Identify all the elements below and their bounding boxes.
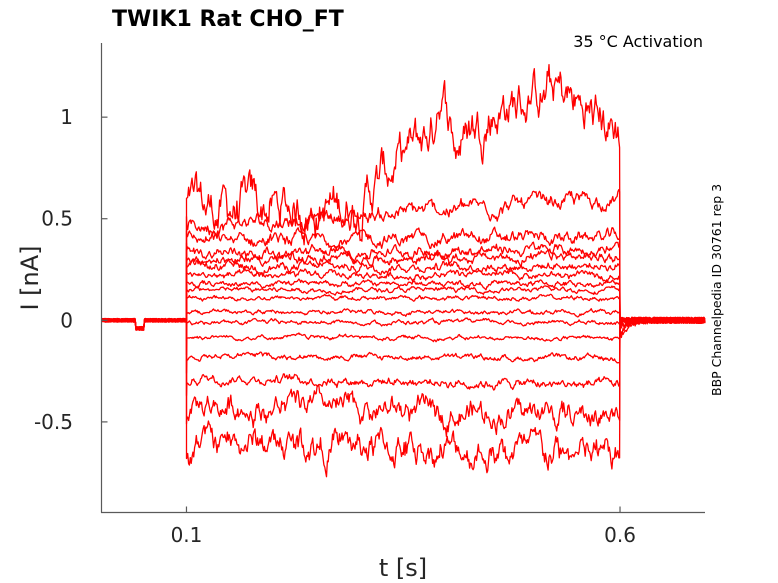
trace-2	[101, 189, 706, 331]
y-tick-label: -0.5	[34, 410, 73, 434]
y-ticks: 1 0.5 0 -0.5	[34, 105, 108, 434]
condition-annotation: 35 °C Activation	[573, 32, 703, 51]
trace-13	[101, 316, 706, 356]
traces-group	[100, 64, 706, 478]
trace-16	[101, 316, 706, 438]
y-axis-label: I [nA]	[16, 245, 44, 310]
trace-3	[100, 226, 706, 331]
trace-8	[101, 272, 706, 331]
trace-1	[100, 64, 706, 331]
trace-9	[100, 279, 706, 331]
trace-6	[101, 256, 706, 331]
trace-11	[100, 301, 706, 331]
y-tick-label: 0.5	[41, 207, 73, 231]
trace-12	[101, 316, 706, 342]
x-tick-label: 0.6	[604, 523, 636, 547]
trace-14	[100, 316, 706, 374]
chart-title: TWIK1 Rat CHO_FT	[112, 7, 344, 32]
trace-15	[101, 316, 706, 397]
x-ticks: 0.1 0.6	[171, 506, 636, 547]
source-id-label: BBP Channelpedia ID 30761 rep 3	[709, 184, 724, 396]
trace-7	[100, 264, 706, 331]
trace-10	[100, 287, 706, 331]
y-tick-label: 0	[60, 308, 73, 332]
trace-4	[100, 241, 706, 331]
x-tick-label: 0.1	[171, 523, 203, 547]
trace-17	[100, 316, 706, 478]
x-axis-label: t [s]	[379, 554, 427, 582]
y-tick-label: 1	[60, 105, 73, 129]
